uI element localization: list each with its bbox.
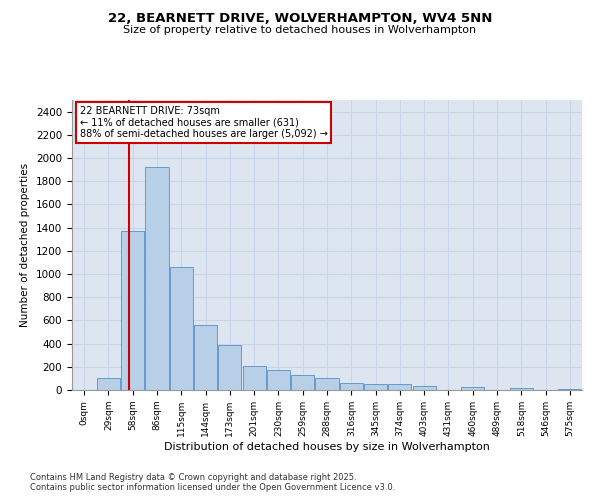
Text: 22 BEARNETT DRIVE: 73sqm
← 11% of detached houses are smaller (631)
88% of semi-: 22 BEARNETT DRIVE: 73sqm ← 11% of detach… <box>80 106 328 139</box>
Bar <box>121 231 144 390</box>
Text: Size of property relative to detached houses in Wolverhampton: Size of property relative to detached ho… <box>124 25 476 35</box>
Bar <box>218 345 241 390</box>
Text: Contains public sector information licensed under the Open Government Licence v3: Contains public sector information licen… <box>30 482 395 492</box>
Bar <box>461 386 484 390</box>
Bar <box>510 388 533 390</box>
Text: Distribution of detached houses by size in Wolverhampton: Distribution of detached houses by size … <box>164 442 490 452</box>
Bar <box>145 168 169 390</box>
Bar <box>97 378 120 390</box>
Bar <box>364 384 387 390</box>
Bar <box>388 384 412 390</box>
Bar <box>242 366 266 390</box>
Bar <box>316 378 338 390</box>
Bar <box>340 383 363 390</box>
Y-axis label: Number of detached properties: Number of detached properties <box>20 163 31 327</box>
Bar <box>194 325 217 390</box>
Bar <box>267 370 290 390</box>
Bar <box>413 386 436 390</box>
Bar <box>291 375 314 390</box>
Text: 22, BEARNETT DRIVE, WOLVERHAMPTON, WV4 5NN: 22, BEARNETT DRIVE, WOLVERHAMPTON, WV4 5… <box>108 12 492 26</box>
Bar <box>170 267 193 390</box>
Text: Contains HM Land Registry data © Crown copyright and database right 2025.: Contains HM Land Registry data © Crown c… <box>30 472 356 482</box>
